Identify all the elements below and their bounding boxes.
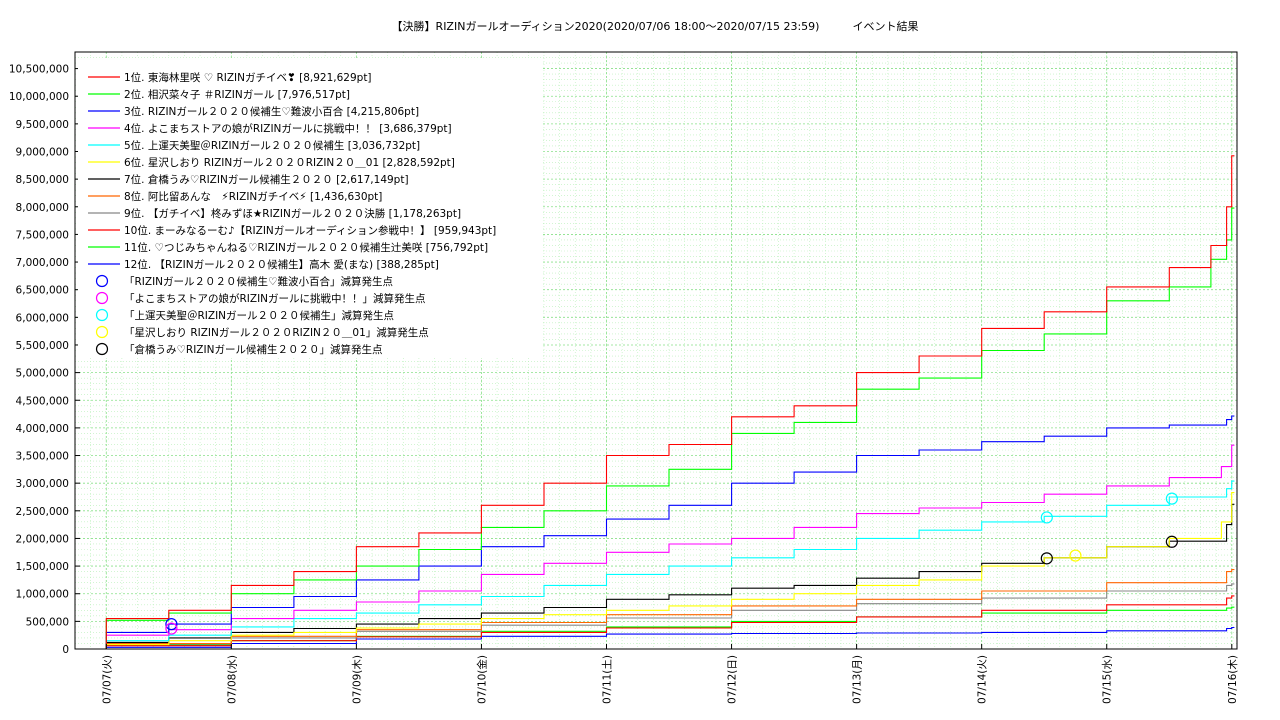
legend: 1位. 東海林里咲 ♡ RIZINガチイベ❣ [8,921,629pt] 2位. … xyxy=(78,58,543,358)
legend-label: 「倉橋うみ♡RIZINガール候補生２０２０」減算発生点 xyxy=(124,343,382,356)
marker-point xyxy=(165,622,178,635)
marker-point xyxy=(1040,511,1053,524)
y-tick-label: 5,500,000 xyxy=(16,340,69,352)
marker-point xyxy=(1165,492,1178,505)
y-tick-label: 7,000,000 xyxy=(16,257,69,269)
y-tick-label: 8,500,000 xyxy=(16,174,69,186)
x-tick-label: 07/11(土) xyxy=(600,655,613,704)
y-tick-label: 6,000,000 xyxy=(16,312,69,324)
legend-label: 4位. よこまちストアの娘がRIZINガールに挑戦中！！ [3,686,379p… xyxy=(124,122,452,135)
series-line xyxy=(75,595,1235,650)
series-line xyxy=(75,155,1235,650)
legend-label: 「上運天美聖＠RIZINガール２０２０候補生」減算発生点 xyxy=(124,309,394,322)
legend-marker xyxy=(95,342,109,356)
legend-marker xyxy=(95,325,109,339)
x-tick-label: 07/09(木) xyxy=(351,655,363,704)
y-tick-label: 5,000,000 xyxy=(16,368,69,380)
legend-marker xyxy=(95,291,109,305)
series-line xyxy=(75,415,1235,650)
legend-label: 3位. RIZINガール２０２０候補生♡難波小百合 [4,215,806pt] xyxy=(124,105,419,118)
x-tick-label: 07/07(火) xyxy=(101,655,113,704)
legend-label: 10位. まーみなるーむ♪【RIZINガールオーディション参戦中！】 [959,… xyxy=(124,224,496,237)
y-tick-label: 9,500,000 xyxy=(16,119,69,131)
marker-point xyxy=(1040,552,1053,565)
marker-point xyxy=(1069,549,1082,562)
series-line xyxy=(75,207,1235,650)
legend-label: 9位. 【ガチイベ】柊みずほ★RIZINガール２０２０決勝 [1,178,263… xyxy=(124,207,461,220)
legend-label: 8位. 阿比留あんな ⚡RIZINガチイベ⚡ [1,436,630pt] xyxy=(124,190,382,203)
series-line xyxy=(75,444,1235,650)
x-tick-label: 07/14(火) xyxy=(977,655,989,704)
legend-marker xyxy=(95,308,109,322)
legend-label: 5位. 上運天美聖＠RIZINガール２０２０候補生 [3,036,732pt] xyxy=(124,139,420,152)
legend-label: 12位. 【RIZINガール２０２０候補生】高木 愛(まな) [388,285p… xyxy=(124,258,439,271)
y-tick-label: 1,500,000 xyxy=(16,561,69,573)
y-tick-label: 1,000,000 xyxy=(16,589,69,601)
x-tick-label: 07/13(月) xyxy=(852,655,864,704)
legend-marker xyxy=(95,274,109,288)
legend-label: 7位. 倉橋うみ♡RIZINガール候補生２０２０ [2,617,149pt] xyxy=(124,173,409,186)
marker-point xyxy=(165,618,178,631)
y-tick-label: 0 xyxy=(62,644,69,656)
y-tick-label: 2,000,000 xyxy=(16,533,69,545)
x-axis: 07/07(火) 07/08(水) 07/09(木) 07/10(金) 07/11(土)… xyxy=(101,644,1239,704)
y-tick-label: 10,500,000 xyxy=(9,64,69,76)
plot-frame xyxy=(74,51,1238,650)
series-line xyxy=(75,480,1235,650)
legend-background xyxy=(78,58,543,358)
y-tick-label: 9,000,000 xyxy=(16,147,69,159)
legend-label: 「RIZINガール２０２０候補生♡難波小百合」減算発生点 xyxy=(124,275,393,288)
x-tick-label: 07/10(金) xyxy=(475,655,488,704)
y-tick-label: 4,500,000 xyxy=(16,395,69,407)
y-tick-label: 3,500,000 xyxy=(16,451,69,463)
y-tick-label: 2,500,000 xyxy=(16,506,69,518)
chart-title: 【決勝】RIZINガールオーディション2020(2020/07/06 18:00… xyxy=(392,19,919,33)
y-tick-label: 500,000 xyxy=(26,616,69,628)
y-tick-label: 10,000,000 xyxy=(9,91,69,103)
y-axis: 0 500,000 1,000,000 1,500,000 2,000,000 2,500… xyxy=(9,64,80,656)
y-tick-label: 7,500,000 xyxy=(16,229,69,241)
marker-points xyxy=(165,492,1178,635)
y-tick-label: 4,000,000 xyxy=(16,423,69,435)
legend-label: 1位. 東海林里咲 ♡ RIZINガチイベ❣ [8,921,629pt] xyxy=(124,71,372,84)
legend-label: 「星沢しおり RIZINガール２０２０RIZIN２０＿01」減算発生点 xyxy=(124,326,429,339)
y-tick-label: 3,000,000 xyxy=(16,478,69,490)
legend-label: 「よこまちストアの娘がRIZINガールに挑戦中！！」減算発生点 xyxy=(124,292,426,305)
series-line xyxy=(75,569,1235,650)
x-tick-label: 07/16(木) xyxy=(1227,655,1239,704)
series-line xyxy=(75,492,1235,650)
marker-point xyxy=(1165,535,1178,548)
legend-label: 11位. ♡つじみちゃんねる♡RIZINガール２０２０候補生辻美咲 [756,7… xyxy=(124,241,488,254)
legend-label: 2位. 相沢菜々子 ＃RIZINガール [7,976,517pt] xyxy=(124,88,350,101)
x-tick-label: 07/12(日) xyxy=(727,655,739,704)
x-tick-label: 07/08(水) xyxy=(226,655,238,704)
y-tick-label: 8,000,000 xyxy=(16,202,69,214)
legend-label: 6位. 星沢しおり RIZINガール２０２０RIZIN２０＿01 [2,828,… xyxy=(124,156,455,169)
x-tick-label: 07/15(水) xyxy=(1102,655,1114,704)
y-tick-label: 6,500,000 xyxy=(16,285,69,297)
